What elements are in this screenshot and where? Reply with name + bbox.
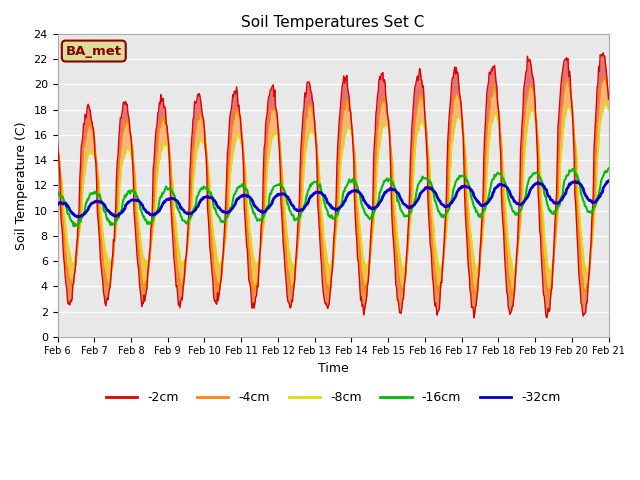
Legend: -2cm, -4cm, -8cm, -16cm, -32cm: -2cm, -4cm, -8cm, -16cm, -32cm (100, 386, 565, 409)
Y-axis label: Soil Temperature (C): Soil Temperature (C) (15, 121, 28, 250)
X-axis label: Time: Time (317, 362, 348, 375)
Title: Soil Temperatures Set C: Soil Temperatures Set C (241, 15, 425, 30)
Text: BA_met: BA_met (66, 45, 122, 58)
